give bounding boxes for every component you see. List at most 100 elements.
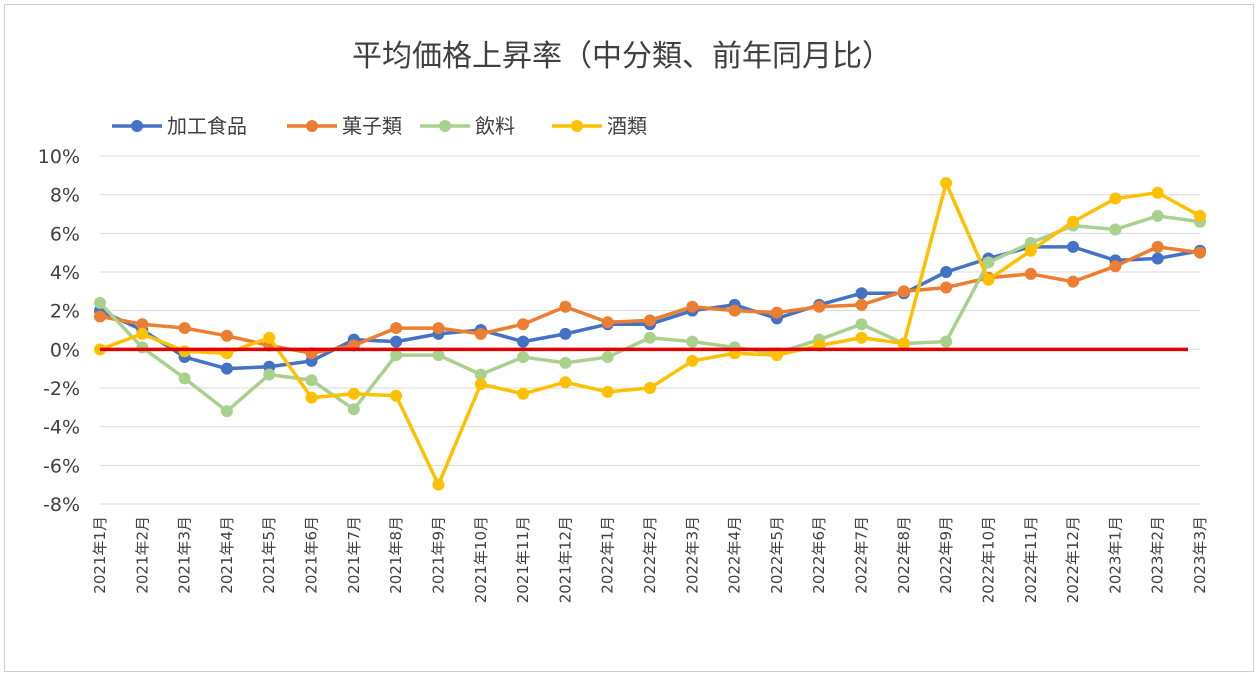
data-point [517,387,530,400]
y-tick-label: 4% [50,262,80,284]
data-point [1109,260,1122,273]
data-point [474,368,487,381]
x-tick-label: 2022年12月 [1064,516,1082,603]
legend-label: 菓子類 [342,114,402,138]
legend-marker [571,120,583,132]
x-tick-label: 2021年3月 [176,516,194,594]
data-point [601,316,614,329]
data-point [897,337,910,350]
series-1 [94,240,1206,375]
data-point [178,322,191,335]
x-tick-label: 2022年5月 [768,516,786,594]
series-lines [94,177,1206,491]
data-point [390,349,403,362]
data-point [1109,192,1122,205]
data-point [728,304,741,317]
x-tick-label: 2021年8月 [387,516,405,594]
data-point [220,362,233,375]
x-tick-label: 2021年7月 [345,516,363,594]
data-point [644,331,656,344]
x-tick-label: 2022年9月 [937,516,955,594]
y-tick-label: -4% [43,417,80,439]
chart-frame [4,4,1254,672]
data-point [1151,252,1164,265]
x-tick-label: 2022年3月 [683,516,701,594]
data-point [686,335,699,348]
legend-item: 菓子類 [287,114,402,138]
y-tick-label: -6% [43,455,80,477]
data-point [1067,240,1080,253]
data-point [855,287,868,300]
data-point [601,351,614,364]
data-point [390,335,403,348]
x-tick-label: 2022年6月 [810,516,828,594]
x-tick-label: 2021年11月 [514,516,532,603]
x-tick-label: 2023年2月 [1149,516,1167,594]
data-point [178,372,191,385]
data-point [1151,186,1164,199]
x-tick-label: 2021年12月 [556,516,574,603]
x-tick-label: 2023年1月 [1106,516,1124,594]
data-point [220,405,233,418]
x-tick-label: 2022年2月 [641,516,659,594]
data-point [644,314,656,327]
data-point [136,327,149,340]
data-point [432,349,445,362]
y-tick-label: 6% [50,223,80,245]
x-tick-label: 2021年4月 [218,516,236,594]
data-point [559,300,572,313]
data-point [855,298,868,311]
data-point [474,327,487,340]
legend-label: 飲料 [475,114,515,138]
data-point [770,306,783,319]
data-point [390,389,403,402]
data-point [1109,223,1122,236]
data-point [1194,246,1206,259]
data-point [813,300,826,313]
data-point [1194,209,1206,222]
data-point [517,318,530,331]
data-point [559,356,572,369]
data-point [517,335,530,348]
data-point [347,387,360,400]
data-point [347,403,360,416]
data-point [644,382,656,394]
x-tick-label: 2021年2月 [133,516,151,594]
x-axis: 2021年1月 2021年2月 2021年3月 2021年4月 2021年5月 2021年… [91,516,1209,603]
data-point [1151,209,1164,222]
data-point [178,345,191,358]
data-point [1067,215,1080,228]
data-point [1024,267,1037,280]
y-axis: 10% 8% 6% 4% 2% 0% -2% -4% -6% -8% [38,146,80,516]
y-tick-label: 8% [50,185,80,207]
chart-title: 平均価格上昇率（中分類、前年同月比） [352,39,892,74]
data-point [855,331,868,344]
data-point [136,341,149,354]
y-tick-label: 10% [38,146,80,168]
y-tick-label: 0% [50,339,80,361]
x-tick-label: 2021年9月 [429,516,447,594]
x-tick-label: 2021年1月 [91,516,109,594]
legend-label: 加工食品 [167,114,247,138]
data-point [94,310,106,323]
data-point [305,374,318,387]
data-point [982,273,995,286]
x-tick-label: 2022年11月 [1022,516,1040,603]
data-point [686,300,699,313]
data-point [220,329,233,342]
data-point [940,177,953,190]
data-point [432,478,445,491]
data-point [940,335,953,348]
data-point [940,281,953,294]
data-point [940,266,953,278]
y-tick-label: -2% [43,378,80,400]
data-point [305,391,318,404]
legend: 加工食品 菓子類 飲料 酒類 [112,114,647,138]
legend-label: 酒類 [607,114,647,138]
legend-item: 飲料 [420,114,515,138]
x-tick-label: 2021年5月 [260,516,278,594]
legend-marker [131,120,143,132]
y-tick-label: 2% [50,301,80,323]
legend-item: 酒類 [552,114,647,138]
